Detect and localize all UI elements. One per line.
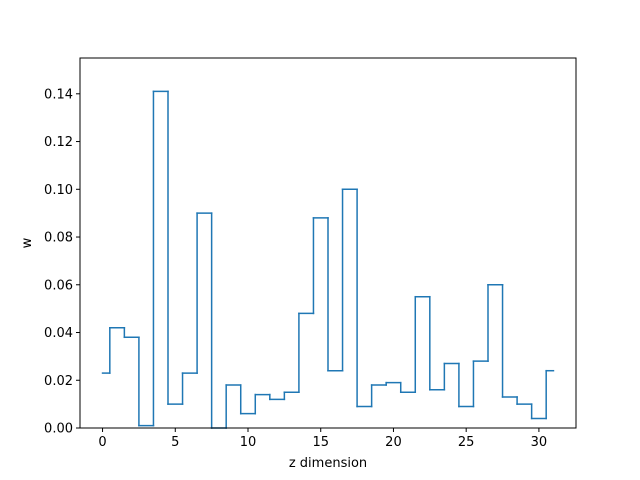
- x-tick-label: 30: [531, 435, 548, 450]
- x-tick-label: 15: [312, 435, 329, 450]
- data-layer: [101, 90, 555, 429]
- y-tick-label: 0.14: [44, 87, 73, 102]
- x-tick-label: 5: [171, 435, 179, 450]
- x-tick-label: 0: [98, 435, 106, 450]
- y-tick-label: 0.04: [44, 326, 73, 341]
- y-tick-label: 0.12: [44, 135, 73, 150]
- y-tick-label: 0.06: [44, 278, 73, 293]
- y-tick-label: 0.02: [44, 374, 73, 389]
- x-tick-label: 20: [385, 435, 402, 450]
- y-tick-label: 0.10: [44, 183, 73, 198]
- y-axis-label: w: [20, 237, 35, 248]
- y-tick-label: 0.00: [44, 422, 73, 437]
- y-tick-label: 0.08: [44, 231, 73, 246]
- x-tick-label: 10: [240, 435, 257, 450]
- plot-frame: [79, 57, 577, 429]
- axis-layer: 0 5 10 15 20 25 30 0.00 0.02 0.04 0.06 0.08 0.10 0.12…: [44, 87, 547, 450]
- x-axis-label: z dimension: [289, 456, 367, 471]
- x-tick-label: 25: [458, 435, 475, 450]
